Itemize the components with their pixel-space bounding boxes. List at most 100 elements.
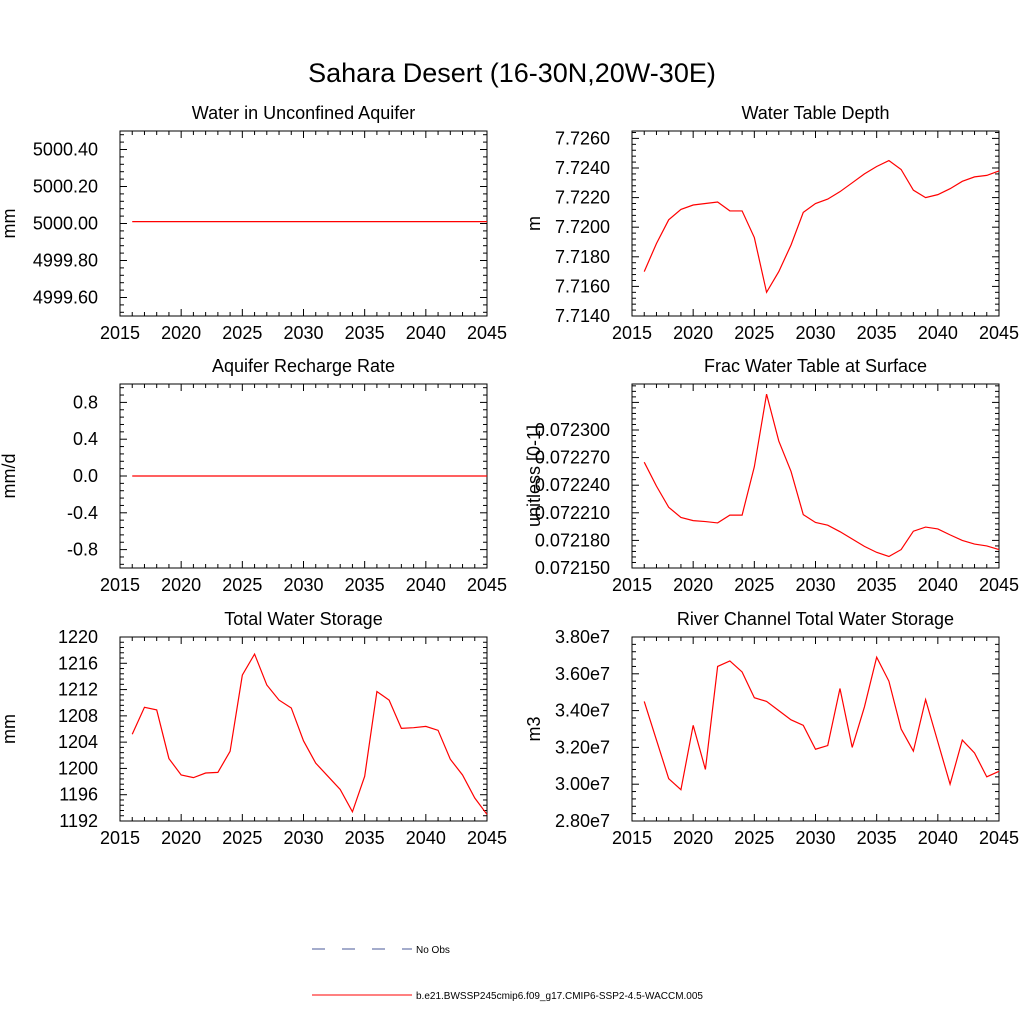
y-tick-label: 7.7260 [555, 128, 610, 148]
y-tick-label: 1204 [58, 732, 98, 752]
y-tick-label: -0.4 [67, 503, 98, 523]
panel-2: Water Table Depth 2015 2020 2025 2030 2035 204… [524, 103, 1019, 343]
panels: Water in Unconfined Aquifer 2015 2020 2025 2… [0, 103, 1019, 848]
y-tick-label: 7.7140 [555, 306, 610, 326]
x-tick-label: 2030 [795, 323, 835, 343]
x-tick-label: 2025 [734, 828, 774, 848]
panel-title: Water Table Depth [741, 103, 889, 123]
x-tick-label: 2035 [345, 323, 385, 343]
x-tick-label: 2045 [467, 828, 507, 848]
x-tick-label: 2020 [673, 828, 713, 848]
y-tick-label: 7.7160 [555, 276, 610, 296]
y-tick-label: 0.0 [73, 466, 98, 486]
series-line [131, 652, 488, 815]
y-tick-label: 0.8 [73, 392, 98, 412]
legend: No Obs b.e21.BWSSP245cmip6.f09_g17.CMIP6-… [312, 945, 703, 1002]
panel-title: Aquifer Recharge Rate [212, 356, 395, 376]
x-tick-label: 2030 [795, 575, 835, 595]
x-tick-label: 2040 [918, 575, 958, 595]
x-tick-label: 2045 [467, 323, 507, 343]
y-tick-label: 1208 [58, 706, 98, 726]
panel-title: Total Water Storage [224, 609, 382, 629]
y-tick-label: 3.20e7 [555, 737, 610, 757]
y-tick-label: 0.072270 [535, 448, 610, 468]
x-tick-label: 2025 [222, 575, 262, 595]
x-tick-label: 2030 [795, 828, 835, 848]
x-tick-label: 2020 [161, 323, 201, 343]
y-tick-label: 7.7240 [555, 158, 610, 178]
x-tick-label: 2035 [857, 575, 897, 595]
y-tick-label: 1192 [59, 811, 98, 831]
y-tick-label: 0.072300 [535, 420, 610, 440]
x-tick-label: 2030 [283, 323, 323, 343]
y-tick-label: 2.80e7 [555, 811, 610, 831]
y-tick-label: 1220 [58, 627, 98, 647]
plot-frame [631, 383, 1000, 569]
plot-frame [119, 636, 488, 822]
y-tick-label: 0.072150 [535, 558, 610, 578]
x-tick-label: 2030 [283, 828, 323, 848]
x-tick-label: 2025 [734, 575, 774, 595]
x-tick-label: 2015 [100, 828, 140, 848]
panel-title: River Channel Total Water Storage [677, 609, 954, 629]
y-tick-label: 5000.40 [33, 140, 98, 160]
y-tick-label: 5000.20 [33, 177, 98, 197]
y-tick-label: 0.4 [73, 429, 98, 449]
x-tick-label: 2045 [979, 323, 1019, 343]
y-tick-label: 7.7200 [555, 217, 610, 237]
x-tick-label: 2045 [467, 575, 507, 595]
x-tick-label: 2035 [857, 323, 897, 343]
x-tick-label: 2020 [673, 575, 713, 595]
series-line [643, 655, 1000, 791]
x-tick-label: 2040 [918, 323, 958, 343]
series-line [643, 393, 1000, 558]
y-tick-label: 3.60e7 [555, 664, 610, 684]
legend-label: No Obs [416, 945, 450, 956]
plot-frame [631, 130, 1000, 317]
y-tick-label: -0.8 [67, 540, 98, 560]
panel-6: River Channel Total Water Storage 2015 202… [524, 609, 1019, 848]
y-tick-label: 0.072210 [535, 503, 610, 523]
panel-3: Aquifer Recharge Rate 2015 2020 2025 2030 203… [0, 356, 507, 595]
x-tick-label: 2015 [100, 575, 140, 595]
y-tick-label: 1196 [59, 785, 98, 805]
x-tick-label: 2035 [345, 575, 385, 595]
x-tick-label: 2045 [979, 575, 1019, 595]
y-axis-label: mm [0, 209, 19, 239]
y-tick-label: 3.00e7 [555, 774, 610, 794]
panel-title: Water in Unconfined Aquifer [192, 103, 415, 123]
x-tick-label: 2020 [161, 575, 201, 595]
x-tick-label: 2015 [612, 828, 652, 848]
y-tick-label: 5000.00 [33, 214, 98, 234]
panel-4: Frac Water Table at Surface 2015 2020 2025 2… [524, 356, 1019, 595]
panel-5: Total Water Storage 2015 2020 2025 2030 2035 2… [0, 609, 507, 848]
y-tick-label: 1212 [58, 680, 98, 700]
y-tick-label: 4999.60 [33, 288, 98, 308]
y-tick-label: 7.7180 [555, 247, 610, 267]
y-tick-label: 7.7220 [555, 188, 610, 208]
y-axis-label: mm [0, 714, 19, 744]
y-tick-label: 0.072240 [535, 475, 610, 495]
x-tick-label: 2020 [161, 828, 201, 848]
x-tick-label: 2015 [612, 575, 652, 595]
x-tick-label: 2020 [673, 323, 713, 343]
x-tick-label: 2025 [222, 323, 262, 343]
y-tick-label: 4999.80 [33, 251, 98, 271]
y-tick-label: 1200 [58, 758, 98, 778]
y-axis-label: m [524, 216, 544, 231]
plot-frame [631, 636, 1000, 822]
x-tick-label: 2015 [612, 323, 652, 343]
x-tick-label: 2030 [283, 575, 323, 595]
x-tick-label: 2035 [857, 828, 897, 848]
y-tick-label: 1216 [58, 653, 98, 673]
y-axis-label: unitless [0-1] [524, 425, 544, 527]
x-tick-label: 2015 [100, 323, 140, 343]
x-tick-label: 2035 [345, 828, 385, 848]
x-tick-label: 2025 [222, 828, 262, 848]
x-tick-label: 2025 [734, 323, 774, 343]
panel-1: Water in Unconfined Aquifer 2015 2020 2025 2… [0, 103, 507, 343]
x-tick-label: 2040 [406, 575, 446, 595]
series-line [643, 159, 1000, 294]
x-tick-label: 2045 [979, 828, 1019, 848]
